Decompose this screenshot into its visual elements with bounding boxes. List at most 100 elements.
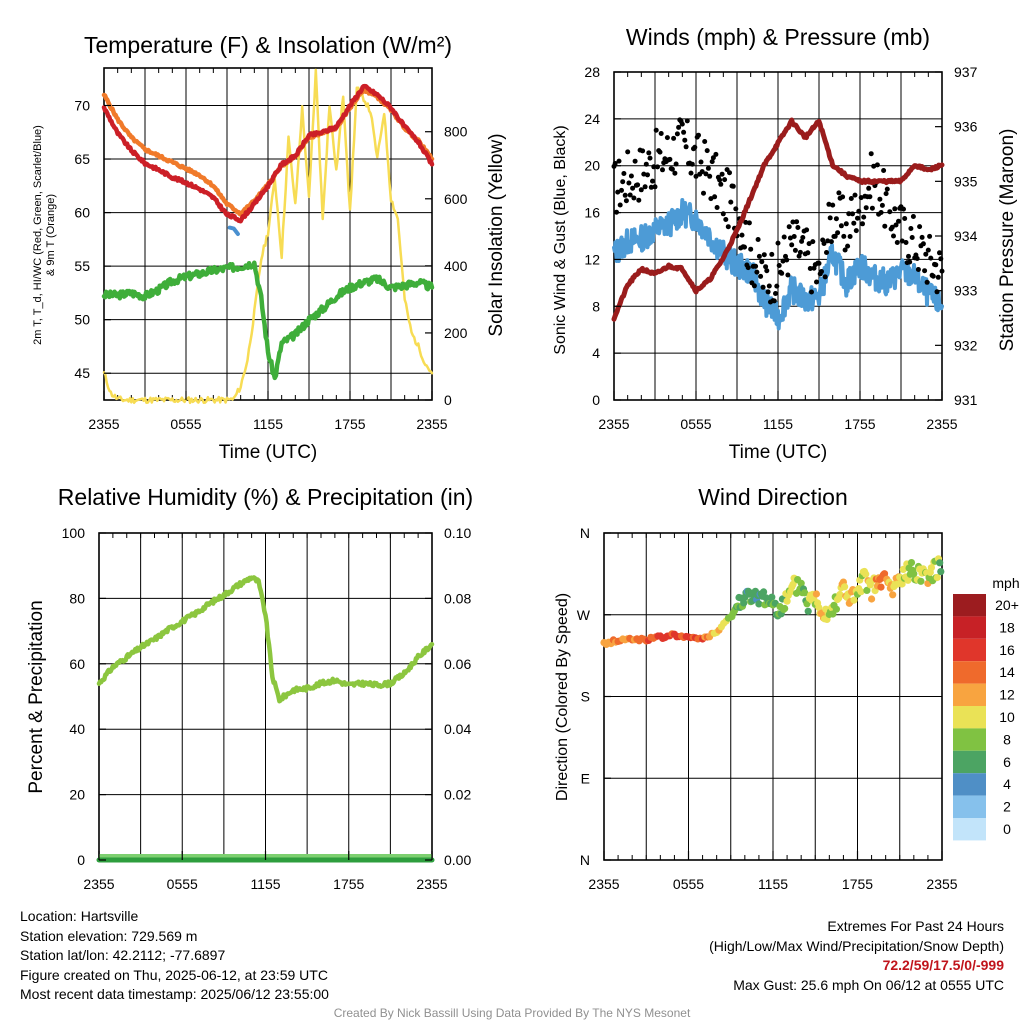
extremes-values: 72.2/59/17.5/0/-999: [882, 957, 1004, 974]
temperature-ylabel-2: & 9m T (Orange): [45, 194, 57, 276]
gust-point: [878, 210, 884, 215]
gust-point: [612, 161, 618, 166]
gust-point: [879, 202, 885, 208]
y2-tick-label: 932: [954, 337, 978, 353]
station-location: Location: Hartsville: [20, 908, 139, 924]
direction-point: [781, 604, 789, 613]
x-tick-label: 1755: [334, 416, 365, 432]
temperature-title: Temperature (F) & Insolation (W/m²): [84, 32, 452, 58]
gust-point: [676, 124, 682, 130]
gust-point: [807, 266, 813, 271]
gust-point: [906, 253, 911, 259]
gust-point: [617, 202, 623, 208]
gust-point: [800, 235, 806, 240]
x-tick-label: 2355: [926, 416, 957, 432]
y-tick-label: 24: [584, 111, 600, 127]
gust-point: [832, 233, 838, 239]
x-tick-label: 2355: [416, 416, 447, 432]
y-tick-label: 0: [592, 392, 600, 408]
gust-point: [756, 253, 762, 259]
gust-point: [643, 161, 649, 167]
y-tick-label: 60: [69, 656, 85, 672]
gust-point: [883, 191, 889, 197]
gust-point: [623, 198, 629, 204]
gust-point: [827, 215, 833, 221]
gust-point: [689, 161, 695, 167]
gust-point: [755, 237, 761, 242]
legend-label: 8: [1003, 731, 1011, 747]
gust-point: [784, 257, 790, 263]
direction-point: [863, 586, 871, 595]
gust-point: [627, 192, 633, 198]
gust-point: [620, 179, 626, 185]
gust-point: [806, 241, 812, 247]
gust-point: [860, 221, 865, 227]
direction-point: [899, 565, 907, 574]
legend-label: 16: [999, 642, 1015, 658]
humidity-title: Relative Humidity (%) & Precipitation (i…: [58, 484, 473, 510]
gust-point: [713, 151, 719, 157]
gust-point: [848, 196, 854, 201]
gust-point: [763, 264, 769, 270]
gust-point: [789, 242, 795, 248]
x-tick-label: 0555: [167, 876, 198, 892]
gust-point: [660, 167, 665, 173]
y-tick-label: 4: [592, 345, 600, 361]
gust-point: [925, 247, 931, 253]
gust-point: [840, 194, 846, 200]
y-tick-label: 40: [69, 721, 85, 737]
direction-points: [600, 555, 945, 649]
gust-point: [861, 214, 867, 220]
direction-point: [812, 590, 821, 598]
gust-point: [760, 284, 766, 290]
gust-point: [907, 259, 913, 265]
insolation-ylabel: Solar Insolation (Yellow): [486, 133, 507, 336]
gust-point: [709, 159, 715, 165]
gust-point: [766, 283, 772, 289]
gust-point: [935, 274, 941, 280]
direction-point: [755, 600, 763, 608]
direction-point: [850, 596, 858, 604]
legend-label: 0: [1003, 821, 1011, 837]
direction-point: [907, 559, 916, 567]
gust-point: [805, 250, 811, 256]
gust-point: [855, 215, 860, 221]
gust-point: [785, 272, 791, 278]
gust-point: [625, 149, 631, 155]
legend-swatch: [953, 594, 986, 617]
gust-point: [896, 218, 901, 224]
gust-point: [775, 240, 781, 246]
direction-point: [927, 564, 936, 572]
gust-point: [658, 131, 664, 136]
y-tick-label: 65: [74, 151, 90, 167]
gust-point: [914, 256, 920, 261]
gust-point: [671, 135, 677, 141]
y2-tick-label: 600: [444, 191, 468, 207]
gust-point: [874, 162, 880, 168]
gust-point: [810, 239, 816, 245]
gust-point: [804, 227, 810, 233]
gust-point: [648, 184, 654, 190]
direction-point: [862, 570, 870, 578]
legend-label: 4: [1003, 776, 1011, 792]
gust-point: [640, 148, 646, 154]
gust-point: [653, 127, 659, 133]
gust-point: [909, 235, 915, 240]
x-tick-label: 2355: [588, 876, 619, 892]
y-tick-label: 80: [69, 590, 85, 606]
gust-point: [728, 199, 734, 205]
direction-point: [801, 589, 809, 597]
gust-point: [910, 214, 916, 219]
direction-point: [832, 605, 841, 613]
gust-point: [882, 223, 888, 229]
gust-point: [821, 241, 827, 246]
station-latlon: Station lat/lon: 42.2112; -77.6897: [20, 947, 226, 964]
gust-point: [847, 234, 853, 239]
gust-point: [922, 268, 928, 274]
gust-point: [719, 171, 725, 177]
gust-point: [704, 148, 710, 154]
gust-point: [915, 267, 921, 272]
station-elevation: Station elevation: 729.569 m: [20, 927, 198, 944]
direction-point: [797, 579, 805, 587]
gust-point: [652, 184, 658, 190]
